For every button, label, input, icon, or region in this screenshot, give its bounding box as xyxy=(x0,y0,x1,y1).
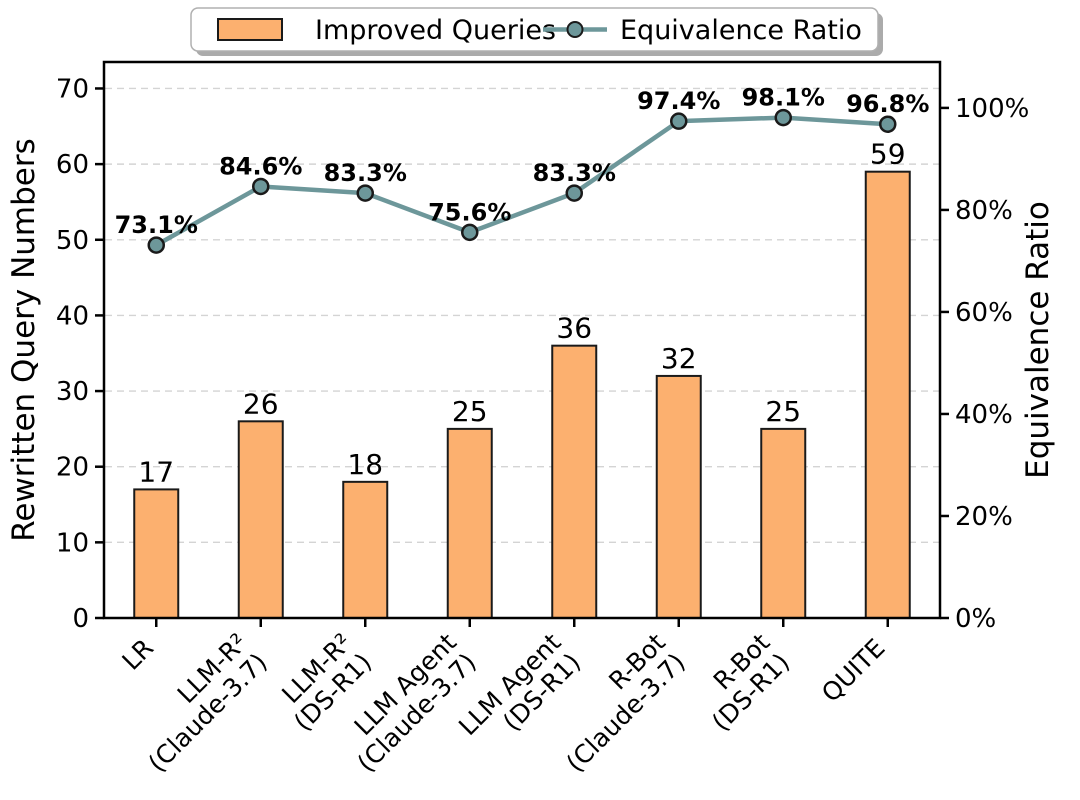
right-tick-label: 80% xyxy=(955,196,1013,226)
right-tick-label: 100% xyxy=(955,94,1029,124)
left-tick-label: 50 xyxy=(56,226,89,256)
ratio-marker xyxy=(252,177,270,196)
ratio-point-label: 97.4% xyxy=(637,87,720,115)
ratio-point-label: 83.3% xyxy=(324,159,407,187)
bar xyxy=(864,170,911,619)
x-tick-label: LLM Agent(DS-R1) xyxy=(453,628,586,761)
ratio-marker xyxy=(774,108,792,127)
bar-value-label: 17 xyxy=(138,455,174,488)
ratio-line xyxy=(154,115,890,248)
line-series-equivalence-ratio xyxy=(147,108,897,254)
bar-value-label: 18 xyxy=(347,448,383,481)
bar xyxy=(655,374,702,619)
left-tick-label: 30 xyxy=(56,377,89,407)
bar xyxy=(551,344,598,619)
right-tick-label: 0% xyxy=(955,604,996,634)
left-tick-label: 70 xyxy=(56,74,89,104)
legend-label-improved-queries: Improved Queries xyxy=(315,15,556,46)
bar xyxy=(237,420,284,619)
ratio-marker xyxy=(565,184,583,202)
left-axis-title: Rewritten Query Numbers xyxy=(6,138,42,542)
right-tick-label: 40% xyxy=(955,400,1013,430)
left-tick-label: 20 xyxy=(56,453,89,483)
x-tick-label: LR xyxy=(116,633,159,676)
left-tick-label: 40 xyxy=(56,301,89,331)
bar-series-improved-queries xyxy=(133,170,911,620)
ratio-point-label: 83.3% xyxy=(533,159,616,187)
bar xyxy=(133,488,180,619)
legend-label-equivalence-ratio: Equivalence Ratio xyxy=(620,15,862,46)
bar-value-label: 26 xyxy=(243,387,279,420)
ratio-point-label: 73.1% xyxy=(115,211,198,239)
right-axis-title: Equivalence Ratio xyxy=(1020,201,1056,479)
x-tick-label: R-Bot(DS-R1) xyxy=(686,628,795,737)
ratio-marker xyxy=(147,236,165,254)
legend-box xyxy=(190,7,879,52)
right-tick-label: 20% xyxy=(955,502,1013,532)
left-tick-label: 10 xyxy=(56,528,89,558)
legend: Improved Queries Equivalence Ratio xyxy=(190,7,883,56)
left-tick-label: 0 xyxy=(72,604,89,634)
right-tick-label: 60% xyxy=(955,298,1013,328)
bar xyxy=(446,427,493,620)
bar-value-labels: 17 26 18 25 36 32 25 59 xyxy=(138,138,905,489)
ratio-marker xyxy=(461,223,479,242)
bar xyxy=(342,480,389,619)
bar-value-label: 32 xyxy=(661,342,697,375)
ratio-marker xyxy=(670,112,688,130)
x-tick-labels: LR LLM-R²(Claude-3.7) LLM-R²(DS-R1) LLM … xyxy=(116,628,890,778)
bar-value-label: 25 xyxy=(765,395,801,428)
legend-marker-icon xyxy=(566,21,584,38)
bar xyxy=(760,427,807,620)
axis-ticks: 0 10 20 30 40 50 60 70 0% 20% 40% 60% 80% 100% xyxy=(56,74,1029,634)
x-tick-label: QUITE xyxy=(816,633,891,708)
ratio-marker xyxy=(879,115,897,133)
bar-value-label: 25 xyxy=(452,395,488,428)
bar-value-label: 36 xyxy=(556,312,592,345)
ratio-point-labels: 73.1% 84.6% 83.3% 75.6% 83.3% 97.4% 98.1% 96.8% xyxy=(115,84,930,240)
ratio-point-label: 84.6% xyxy=(219,152,302,180)
plot-border xyxy=(102,60,942,620)
ratio-point-label: 75.6% xyxy=(428,198,511,226)
bar-value-label: 59 xyxy=(870,138,906,171)
ratio-marker xyxy=(356,184,374,202)
legend-bar-swatch xyxy=(217,18,283,41)
ratio-point-label: 96.8% xyxy=(846,90,929,118)
left-tick-label: 60 xyxy=(56,150,89,180)
ratio-point-label: 98.1% xyxy=(742,84,825,112)
